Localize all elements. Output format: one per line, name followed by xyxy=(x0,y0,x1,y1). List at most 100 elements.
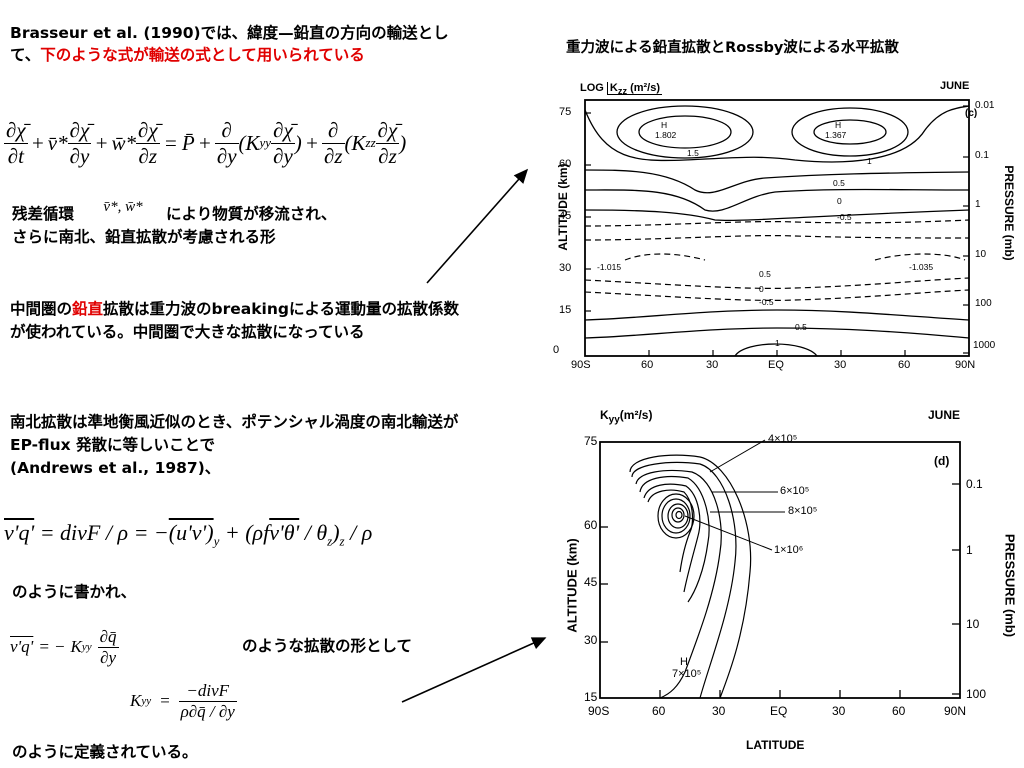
fig2-contour-label: 1×10⁶ xyxy=(774,544,804,556)
fig2-contour-label: 7×10⁵ xyxy=(672,668,702,680)
fig1-contour-label: -1.015 xyxy=(597,262,622,272)
eq2-f: f xyxy=(263,520,270,545)
fig1-contour-label: 1 xyxy=(867,156,872,166)
fig1-contour-label: 0 xyxy=(837,196,842,206)
eq3-den: ∂y xyxy=(100,647,117,667)
fig1-xtick: 90N xyxy=(955,359,976,371)
fig2-ptick: 0.1 xyxy=(966,477,983,491)
diffusion-form-text: のような拡散の形として xyxy=(242,637,413,655)
eq4-num: −divF xyxy=(178,681,237,702)
fig1-contour-label: -0.5 xyxy=(837,212,852,222)
mesosphere-paragraph: 中間圏の鉛直拡散は重力波のbreakingによる運動量の拡散係数が使われている。… xyxy=(10,298,466,344)
fig1-ytick: 30 xyxy=(559,262,572,274)
residual-line2: さらに南北、鉛直拡散が考慮される形 xyxy=(12,228,276,246)
eq1-term2-den: ∂y xyxy=(69,143,90,168)
fig1-contour-label: 0.5 xyxy=(795,322,807,332)
eq1-term5-num: ∂χ̄ xyxy=(375,117,400,144)
fig1-ptick: 0.01 xyxy=(975,100,995,111)
fig1-ytick: 75 xyxy=(559,106,572,118)
fig2-xtick: 60 xyxy=(892,704,906,718)
fig2-title-sub: yy xyxy=(608,414,620,426)
fig1-ptick: 100 xyxy=(975,298,992,309)
fig2-xtick: 90N xyxy=(944,704,967,718)
fig1-ptick: 1000 xyxy=(973,340,996,351)
fig1-contour-label: -1.035 xyxy=(909,262,934,272)
kzz-figure: LOG Kzz (m²/s) JUNE ALTITUDE (km) PRESSU… xyxy=(545,70,1020,375)
eq1-term1-den: ∂t xyxy=(7,143,24,168)
meridional-paragraph: 南北拡散は準地衡風近似のとき、ポテンシャル渦度の南北輸送がEP-flux 発散に… xyxy=(10,411,466,480)
eq1-term1-num: ∂χ̄ xyxy=(4,117,28,144)
eq1-term5-op-num: ∂ xyxy=(321,118,345,144)
meso-pre: 中間圏の xyxy=(10,300,73,318)
eq2-uv: (u'v') xyxy=(168,520,214,545)
eq3-k-sub: yy xyxy=(81,641,92,653)
residual-label: 残差循環 xyxy=(12,205,75,223)
fig1-month: JUNE xyxy=(940,80,970,92)
fig2-ytick: 45 xyxy=(584,575,598,589)
intro-paragraph: Brasseur et al. (1990)では、緯度—鉛直の方向の輸送として、… xyxy=(10,22,470,66)
eq1-source: P̄ xyxy=(181,130,195,155)
fig1-ytick: 45 xyxy=(559,210,572,222)
merid-text: 南北拡散は準地衡風近似のとき、ポテンシャル渦度の南北輸送がEP-flux 発散に… xyxy=(10,413,459,454)
fig1-ytick: 15 xyxy=(559,304,572,316)
fig2-xtick: 30 xyxy=(712,704,726,718)
fig1-contour-label: -0.5 xyxy=(759,297,774,307)
fig1-contours xyxy=(584,105,970,357)
fig2-ytick: 30 xyxy=(584,633,598,647)
eq3-num: ∂q̄ xyxy=(97,626,119,648)
fig1-contour-label: H xyxy=(835,120,842,130)
transport-equation: ∂χ̄ ∂t + v̄* ∂χ̄ ∂y + w̄* ∂χ̄ ∂z = P̄ + ∂ ∂y (K… xyxy=(4,117,407,168)
intro-highlight: 下のような式が輸送の式として用いられている xyxy=(40,46,365,64)
eq4-k: K xyxy=(130,691,142,710)
residual-vars: v̄*, w̄* xyxy=(103,199,143,215)
fig2-panel-label: (d) xyxy=(934,454,950,468)
meso-red: 鉛直 xyxy=(72,300,104,318)
eq2-rho: ρ xyxy=(117,520,129,545)
fig1-contour-label: 1.5 xyxy=(687,148,699,158)
kyy-figure: Kyy(m²/s) JUNE (d) ALTITUDE (km) PRESSUR… xyxy=(560,402,1020,764)
eq1-term3-coef: w̄* xyxy=(111,130,137,155)
eq3-lhs: v'q' xyxy=(10,637,34,656)
fig1-xtick: 60 xyxy=(898,359,911,371)
eq2-vt: v'θ' xyxy=(269,520,300,545)
fig2-ptick: 10 xyxy=(966,617,980,631)
fig2-month: JUNE xyxy=(928,408,961,422)
fig1-title-var: K xyxy=(609,82,618,94)
eq3-k: K xyxy=(70,637,82,656)
fig1-title-sub: zz xyxy=(617,86,628,97)
residual-text1: により物質が移流され、 xyxy=(166,205,337,223)
fig2-ytick: 75 xyxy=(584,434,598,448)
eq1-term3-den: ∂z xyxy=(138,143,158,168)
merid-ref: (Andrews et al., 1987)、 xyxy=(10,459,221,477)
eq2-div: divF xyxy=(60,520,101,545)
eq1-term5-den: ∂z xyxy=(378,143,397,168)
fig1-xtick: 30 xyxy=(834,359,847,371)
pv-flux-equation: v'q' = divF / ρ = −(u'v')y + (ρfv'θ' / θ… xyxy=(4,520,373,549)
fig2-xlabel: LATITUDE xyxy=(746,738,805,752)
eq1-term4-num: ∂χ̄ xyxy=(271,118,295,144)
defined-as-text: のように定義されている。 xyxy=(12,743,198,761)
eq1-term4-op-den: ∂y xyxy=(216,143,237,168)
fig1-title: LOG Kzz (m²/s) xyxy=(580,82,663,97)
fig1-contour-label: 1.367 xyxy=(825,130,847,140)
fig1-xtick: 60 xyxy=(641,359,654,371)
fig1-contour-label: 1 xyxy=(775,338,780,348)
eq2-uv-sub: y xyxy=(213,533,220,549)
fig1-ytick: 60 xyxy=(559,158,572,170)
eq1-term5-k: K xyxy=(351,130,366,155)
eq4-k-sub: yy xyxy=(141,695,152,707)
fig2-title-var: K xyxy=(600,408,609,422)
fig2-ytick: 15 xyxy=(584,690,598,704)
eq1-term5-op-den: ∂z xyxy=(323,143,343,168)
fig1-contour-label: 0.5 xyxy=(833,178,845,188)
fig1-contour-label: 0 xyxy=(759,284,764,294)
fig1-contour-label: 1.802 xyxy=(655,130,677,140)
eq1-term3-num: ∂χ̄ xyxy=(136,117,160,144)
fig2-ptick: 100 xyxy=(966,687,987,701)
fig2-xtick: EQ xyxy=(770,704,788,718)
fig1-panel-label: (c) xyxy=(965,108,978,119)
fig2-xtick: 30 xyxy=(832,704,846,718)
fig1-xtick: EQ xyxy=(768,359,784,371)
fig2-contour-label: 4×10⁵ xyxy=(768,433,798,445)
